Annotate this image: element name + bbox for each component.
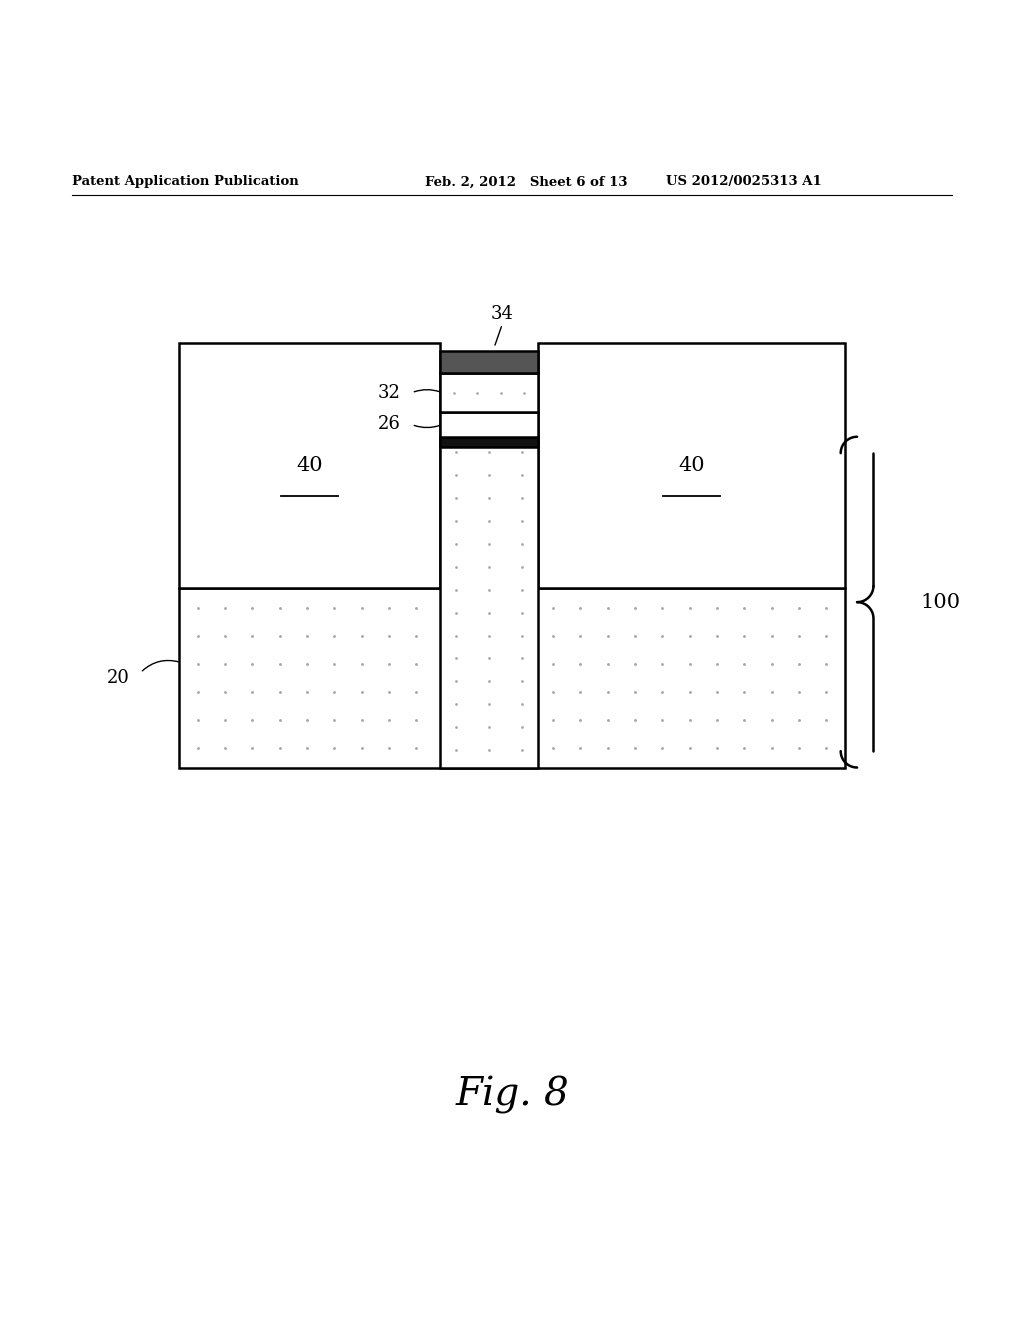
Text: Fig. 8: Fig. 8 [455, 1076, 569, 1114]
Bar [538, 343, 845, 589]
Text: 40: 40 [296, 455, 324, 475]
Text: Patent Application Publication: Patent Application Publication [72, 176, 298, 189]
Text: 26: 26 [378, 416, 400, 433]
Bar [440, 412, 538, 437]
Text: 40: 40 [678, 455, 705, 475]
Bar [179, 589, 845, 767]
Bar [440, 351, 538, 374]
Text: US 2012/0025313 A1: US 2012/0025313 A1 [666, 176, 821, 189]
Bar [179, 343, 440, 589]
Text: 100: 100 [920, 593, 961, 611]
Bar [440, 374, 538, 412]
Bar [440, 437, 538, 767]
Text: 34: 34 [490, 305, 514, 323]
Text: 32: 32 [378, 384, 400, 401]
Text: 20: 20 [106, 669, 129, 686]
Bar [440, 437, 538, 447]
Text: Feb. 2, 2012   Sheet 6 of 13: Feb. 2, 2012 Sheet 6 of 13 [425, 176, 628, 189]
